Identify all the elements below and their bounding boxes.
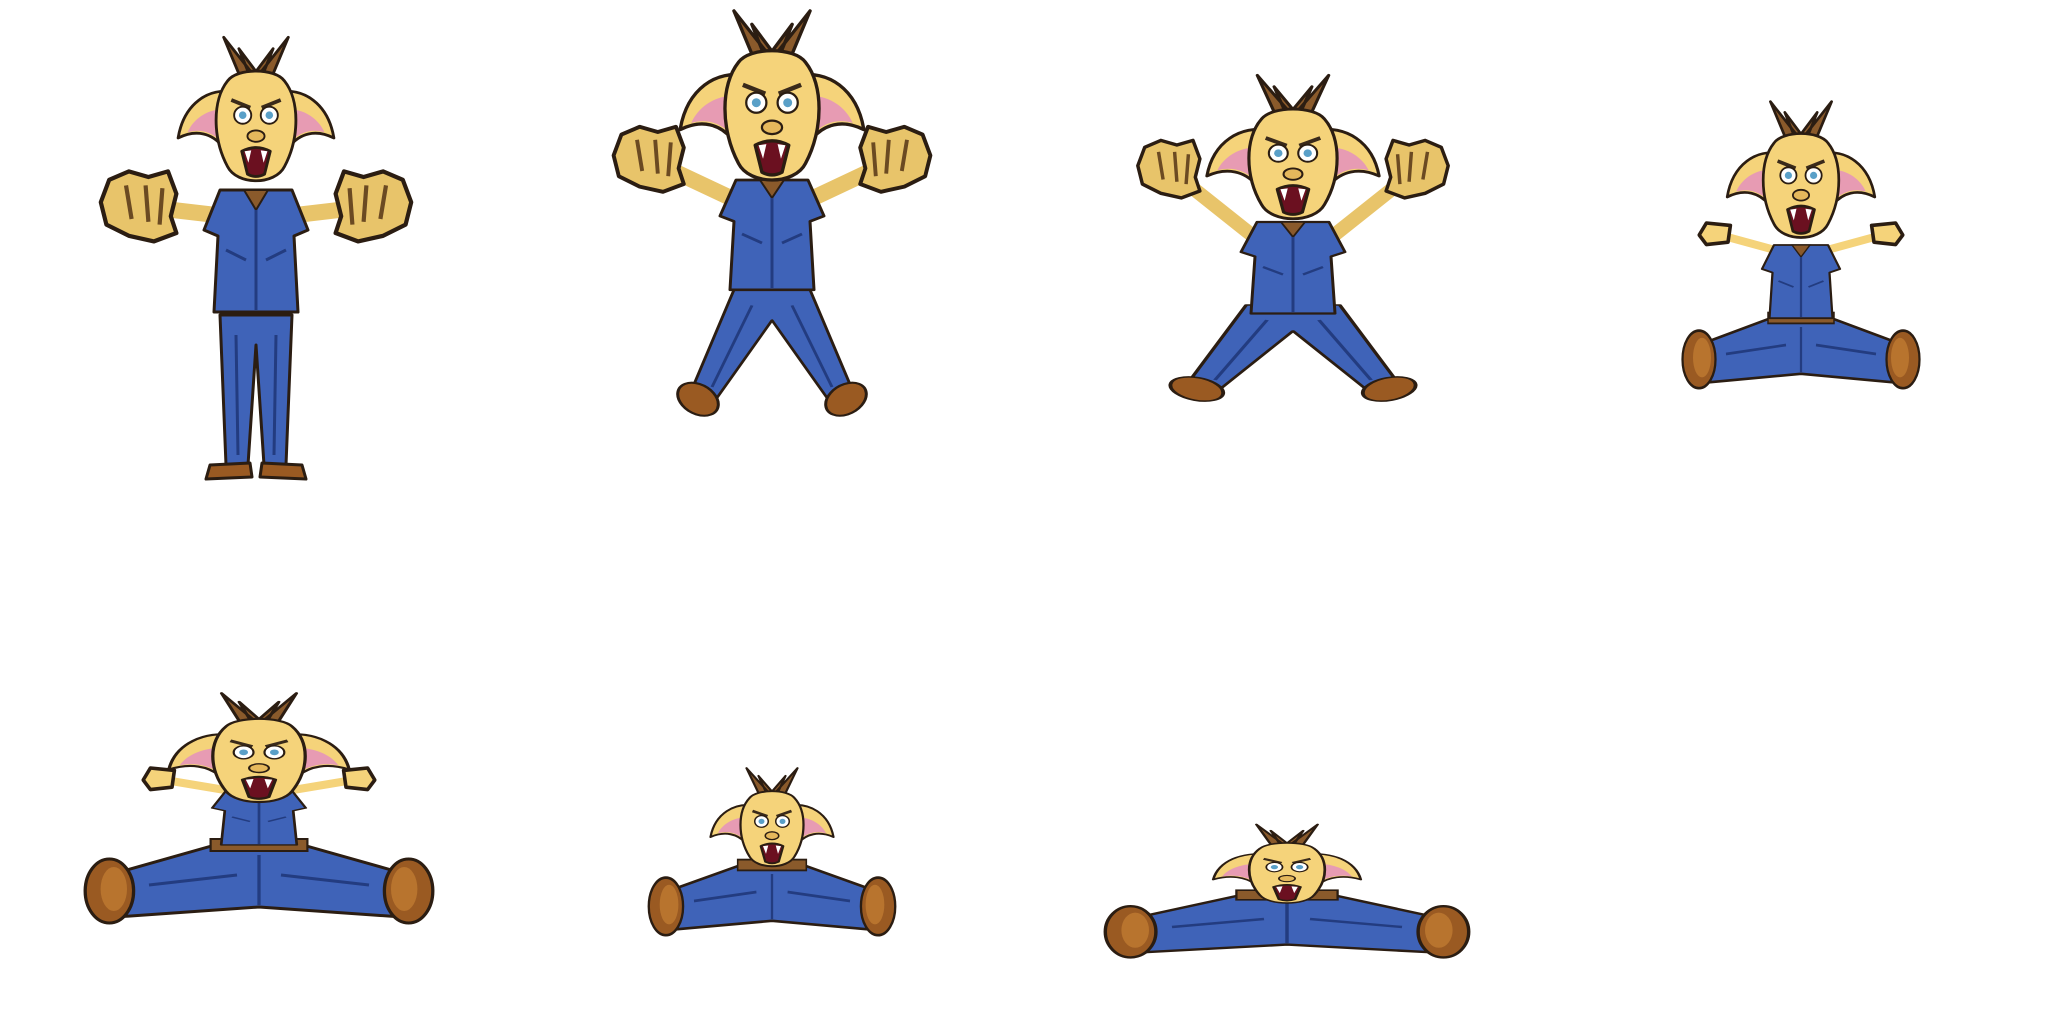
frame xyxy=(83,693,435,925)
fist xyxy=(1384,138,1450,200)
fist xyxy=(101,171,177,241)
head xyxy=(680,11,864,180)
legs xyxy=(667,283,877,423)
legs xyxy=(204,313,308,481)
frame xyxy=(1103,822,1471,960)
frame xyxy=(611,11,933,423)
torso xyxy=(202,188,310,314)
torso xyxy=(1239,220,1347,315)
head xyxy=(176,35,336,183)
frame xyxy=(647,766,897,937)
hand xyxy=(141,766,177,792)
hand xyxy=(1869,221,1905,247)
hand xyxy=(341,766,377,792)
torso xyxy=(718,178,826,292)
fist xyxy=(858,124,933,194)
frame xyxy=(1136,75,1450,407)
fist xyxy=(336,171,412,241)
legs xyxy=(1157,303,1429,407)
head xyxy=(1207,75,1379,218)
fist xyxy=(1136,138,1202,200)
frame xyxy=(101,35,412,481)
hand xyxy=(1697,221,1733,247)
arm xyxy=(164,776,354,794)
torso xyxy=(1760,243,1842,320)
fist xyxy=(611,124,686,194)
legs xyxy=(647,858,897,937)
legs xyxy=(1681,311,1921,390)
head xyxy=(709,766,835,868)
head xyxy=(1725,99,1877,240)
legs xyxy=(83,837,435,925)
frame xyxy=(1681,99,1921,390)
